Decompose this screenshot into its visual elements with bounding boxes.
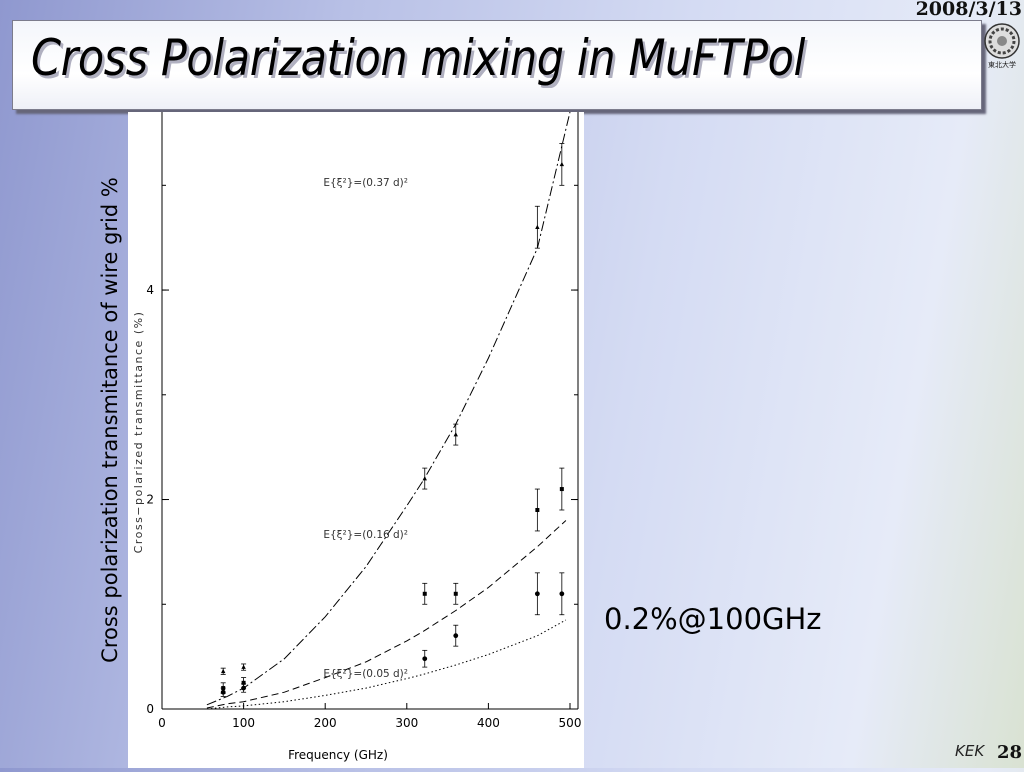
data-point-circle (220, 689, 226, 695)
outer-y-axis-label: Cross polarization transmitance of wire … (98, 177, 122, 663)
data-point-circle (422, 656, 428, 662)
data-point-square (535, 508, 540, 512)
data-point-circle (559, 591, 565, 597)
data-point-circle (534, 591, 540, 597)
x-tick-label: 100 (232, 716, 255, 730)
y-tick-label: 0 (146, 702, 154, 716)
data-point-triangle (453, 432, 458, 437)
slide-date: 2008/3/13 (915, 0, 1022, 20)
title-banner: Cross Polarization mixing in MuFTPol (12, 20, 982, 110)
data-point-triangle (221, 668, 226, 674)
data-point-square (422, 591, 427, 596)
slide-title: Cross Polarization mixing in MuFTPol (31, 29, 805, 87)
curve-label: E{ξ²}=(0.37 d)² (323, 177, 408, 189)
data-point-square (559, 487, 564, 492)
y-tick-label: 2 (146, 493, 154, 507)
x-tick-label: 500 (559, 716, 582, 730)
x-tick-label: 0 (158, 716, 166, 730)
y-tick-label: 4 (146, 283, 154, 297)
data-point-circle (241, 685, 246, 691)
data-point-triangle (535, 224, 540, 230)
data-point-square (453, 591, 458, 596)
chart-svg: 0 100 200 300 400 500 0 2 4 E{ξ²}=(0.37 d)² E{ξ²}… (132, 111, 582, 762)
chart-panel: 0 100 200 300 400 500 0 2 4 E{ξ²}=(0.37 d)² E{ξ²}… (128, 111, 584, 768)
data-point-circle (453, 633, 459, 639)
logo-emblem-icon (984, 23, 1020, 59)
university-logo: 東北大学 (982, 22, 1022, 72)
x-axis-label: Frequency (GHz) (288, 748, 388, 762)
model-curve-dotted (206, 619, 567, 710)
transmittance-annotation: 0.2%@100GHz (604, 602, 822, 636)
curve-label: E{ξ²}=(0.05 d)² (323, 668, 408, 680)
page-number: 28 (996, 742, 1022, 763)
x-tick-label: 300 (395, 716, 418, 730)
model-curve-dashdot (206, 111, 571, 706)
curve-label: E{ξ²}=(0.16 d)² (323, 529, 408, 541)
logo-label: 東北大学 (988, 61, 1016, 69)
model-curve-dashed (206, 520, 567, 709)
data-point-triangle (422, 476, 427, 481)
data-point-triangle (559, 161, 565, 167)
x-tick-label: 400 (477, 716, 500, 730)
x-tick-label: 200 (314, 716, 337, 730)
y-axis-label: Cross−polarized transmittance (%) (132, 311, 145, 554)
footer-organization: KEK (955, 742, 985, 760)
data-point-triangle (241, 664, 246, 669)
data-point-square (241, 680, 246, 685)
